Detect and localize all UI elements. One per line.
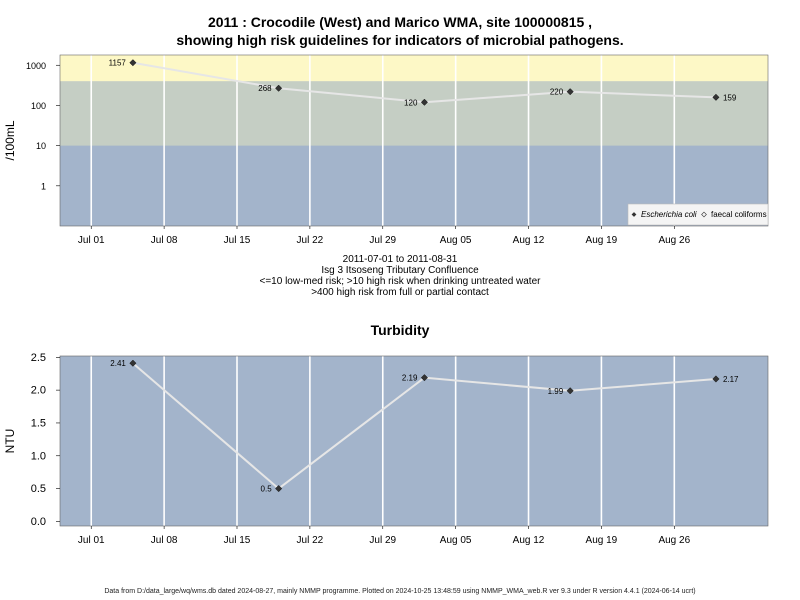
x-tick-label: Jul 08 xyxy=(151,535,178,546)
data-label: 2.17 xyxy=(723,375,739,384)
y-tick-label: 10 xyxy=(36,141,46,151)
caption-site-name: Isg 3 Itsoseng Tributary Confluence xyxy=(321,265,479,276)
y-tick-label: 1.5 xyxy=(31,417,46,429)
x-tick-label: Aug 12 xyxy=(513,535,545,546)
chart-title-line-2: showing high risk guidelines for indicat… xyxy=(176,32,624,48)
x-tick-label: Aug 26 xyxy=(658,235,690,246)
x-tick-label: Aug 05 xyxy=(440,535,472,546)
x-tick-label: Jul 01 xyxy=(78,235,105,246)
data-point xyxy=(129,59,137,67)
legend-label-ecoli: Escherichia coli xyxy=(641,210,697,219)
y-tick-label: 100 xyxy=(31,101,46,111)
y-tick-label: 2.0 xyxy=(31,385,46,397)
x-tick-label: Aug 26 xyxy=(658,535,690,546)
data-point xyxy=(566,88,574,96)
caption-guideline-drinking: <=10 low-med risk; >10 high risk when dr… xyxy=(259,276,541,287)
x-tick-label: Jul 22 xyxy=(297,535,324,546)
data-label: 1157 xyxy=(109,59,127,68)
plot-frame xyxy=(59,355,769,527)
x-tick-label: Jul 22 xyxy=(297,235,324,246)
data-point xyxy=(712,375,720,383)
legend-label-faecal: faecal coliforms xyxy=(711,210,767,219)
x-tick-label: Aug 05 xyxy=(440,235,472,246)
data-label: 1.99 xyxy=(548,387,564,396)
x-tick-label: Aug 19 xyxy=(586,535,618,546)
chart-title: 2011 : Crocodile (West) and Marico WMA, … xyxy=(0,13,800,49)
data-label: 120 xyxy=(404,98,418,107)
data-point xyxy=(420,374,428,382)
risk-band-3 xyxy=(60,55,768,82)
chart-panel-1: Jul 01 Jul 08 Jul 15 Jul 22 Jul 29 Aug 05 Aug … xyxy=(3,54,769,246)
x-tick-label: Jul 01 xyxy=(78,535,105,546)
data-label: 2.19 xyxy=(402,374,418,383)
legend: Escherichia coli faecal coliforms xyxy=(627,203,769,226)
chart-title-line-1: 2011 : Crocodile (West) and Marico WMA, … xyxy=(207,14,593,30)
caption-guideline-contact: >400 high risk from full or partial cont… xyxy=(311,287,489,298)
data-point xyxy=(129,359,137,367)
caption-date-range: 2011-07-01 to 2011-08-31 xyxy=(342,254,458,265)
x-tick-label: Jul 15 xyxy=(224,235,251,246)
plot-frame xyxy=(59,54,769,227)
x-tick-label: Jul 29 xyxy=(369,535,396,546)
x-tick-label: Aug 12 xyxy=(513,235,545,246)
turbidity-title: Turbidity xyxy=(370,322,430,338)
footer-note: Data from D:/data_large/wq/wms.db dated … xyxy=(104,588,696,595)
chart-panel-2: Jul 01 Jul 08 Jul 15 Jul 22 Jul 29 Aug 05 Aug … xyxy=(3,352,769,546)
legend-marker-ecoli xyxy=(631,212,637,217)
data-point xyxy=(275,485,283,493)
data-label: 2.41 xyxy=(110,359,126,368)
legend-box xyxy=(627,203,769,226)
data-point xyxy=(566,387,574,395)
y-tick-label: 1000 xyxy=(26,61,46,71)
y-tick-label: 1.0 xyxy=(31,450,46,462)
legend-marker-faecal xyxy=(701,211,707,218)
y-axis-label: /100mL xyxy=(3,120,17,160)
data-label: 0.5 xyxy=(261,485,273,494)
y-axis-label: NTU xyxy=(3,429,17,454)
y-tick-label: 0.0 xyxy=(31,516,46,528)
x-tick-label: Jul 29 xyxy=(369,235,396,246)
y-tick-label: 0.5 xyxy=(31,483,46,495)
data-label: 220 xyxy=(550,88,564,97)
y-tick-label: 1 xyxy=(41,181,46,191)
data-point xyxy=(275,84,283,92)
data-label: 159 xyxy=(723,93,737,102)
data-label: 268 xyxy=(258,84,272,93)
x-tick-label: Jul 08 xyxy=(151,235,178,246)
x-tick-label: Jul 15 xyxy=(224,535,251,546)
risk-band-2 xyxy=(60,81,768,146)
y-tick-label: 2.5 xyxy=(31,352,46,364)
x-tick-label: Aug 19 xyxy=(586,235,618,246)
data-point xyxy=(420,98,428,106)
data-point xyxy=(712,93,720,101)
